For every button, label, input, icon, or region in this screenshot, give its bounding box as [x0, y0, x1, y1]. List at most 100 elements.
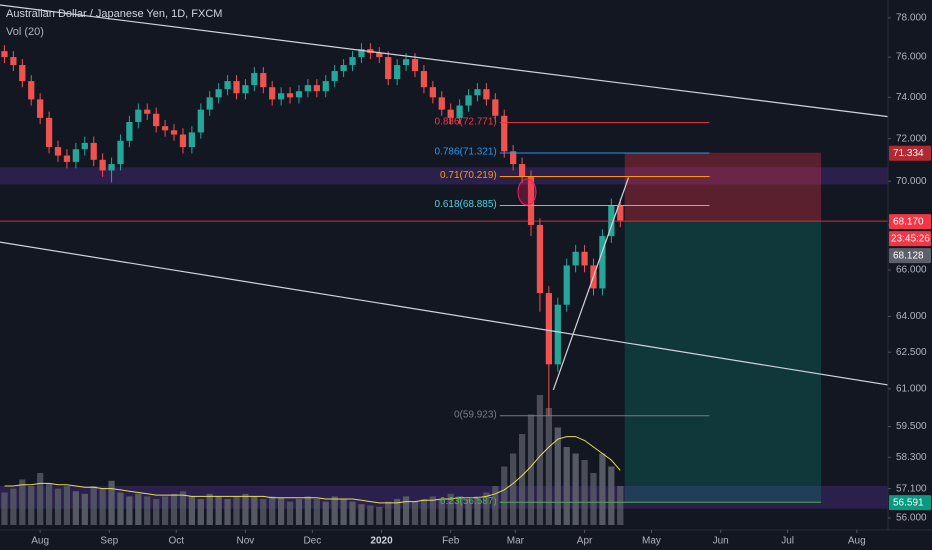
candle-body — [215, 89, 222, 98]
volume-bar — [429, 496, 436, 525]
candle-body — [1, 51, 8, 58]
volume-bar — [153, 499, 160, 525]
y-tick-label: 76.000 — [896, 52, 927, 63]
y-tick-label: 62.500 — [896, 347, 927, 358]
x-tick-label: Aug — [848, 536, 866, 547]
volume-bar — [45, 483, 53, 525]
candle-body — [331, 71, 338, 82]
candle-body — [153, 113, 160, 127]
candle-body — [170, 130, 178, 135]
fib-label: 0.71(70.219) — [440, 170, 497, 181]
candle-body — [456, 105, 463, 118]
candle-body — [358, 49, 365, 58]
volume-bar — [456, 496, 463, 525]
candle-body — [304, 85, 312, 92]
volume-bar — [349, 501, 356, 525]
candle-body — [554, 304, 561, 365]
volume-bar — [63, 486, 71, 525]
candle-body — [510, 151, 517, 165]
candle-body — [269, 87, 276, 100]
volume-bar — [411, 501, 419, 525]
volume-bar — [322, 501, 329, 525]
volume-bar — [81, 493, 88, 525]
volume-bar — [510, 453, 517, 525]
x-tick-label: Jul — [781, 536, 794, 547]
candle-body — [313, 85, 320, 92]
candle-body — [340, 65, 347, 72]
candle-body — [527, 176, 535, 225]
fib-label: 0.23(56.587) — [440, 496, 497, 507]
candle-body — [197, 109, 204, 133]
volume-bar — [590, 473, 597, 525]
volume-bar — [501, 466, 508, 525]
price-tag — [889, 145, 931, 161]
volume-bar — [563, 447, 570, 525]
countdown-tag — [889, 231, 931, 247]
fib-label: 0.618(68.885) — [434, 199, 496, 210]
volume-bar — [394, 499, 401, 525]
candle-body — [286, 93, 294, 98]
candle-body — [536, 224, 544, 294]
volume-bar — [483, 492, 490, 525]
indicator-label: Vol (20) — [6, 26, 44, 38]
candle-body — [474, 89, 481, 96]
x-tick-label: Jun — [713, 536, 729, 547]
candle-body — [465, 95, 472, 106]
candle-body — [45, 117, 53, 148]
candle-body — [161, 126, 169, 131]
price-tag-label: 68.128 — [893, 250, 924, 261]
x-tick-label: 2020 — [370, 536, 393, 547]
y-tick-label: 78.000 — [896, 13, 927, 24]
volume-bar — [28, 486, 35, 525]
volume-bar — [215, 496, 222, 525]
volume-bar — [295, 499, 303, 525]
y-tick-label: 56.000 — [896, 513, 927, 524]
candle-body — [135, 109, 142, 123]
y-tick-label: 66.000 — [896, 265, 927, 276]
volume-bar — [170, 493, 178, 525]
trendline — [552, 177, 630, 391]
position-stop — [624, 152, 822, 222]
volume-bar — [117, 492, 124, 525]
position-target — [624, 221, 822, 503]
fib-label: 0.786(71.321) — [434, 147, 496, 158]
volume-bar — [19, 479, 26, 525]
volume-bar — [340, 499, 347, 525]
volume-bar — [206, 493, 213, 525]
candle-body — [581, 251, 588, 266]
candle-body — [90, 142, 97, 160]
price-axis — [888, 0, 932, 550]
volume-bar — [572, 453, 579, 525]
volume-bar — [179, 491, 187, 525]
candle-body — [224, 81, 231, 90]
volume-bar — [135, 493, 142, 525]
trendline — [0, 241, 889, 386]
volume-bar — [224, 499, 231, 525]
candle-body — [411, 59, 419, 72]
candle-body — [126, 122, 133, 141]
volume-bar — [144, 496, 151, 525]
volume-bar — [233, 496, 240, 525]
x-tick-label: Apr — [577, 536, 593, 547]
candle-body — [563, 265, 570, 305]
y-tick-label: 61.000 — [896, 384, 927, 395]
x-tick-label: Dec — [303, 536, 321, 547]
volume-bar — [10, 488, 17, 525]
volume-bar — [527, 414, 535, 525]
volume-bar — [260, 499, 267, 525]
candle-body — [572, 251, 579, 266]
volume-bar — [37, 473, 44, 525]
y-tick-label: 74.000 — [896, 92, 927, 103]
volume-bar — [518, 434, 526, 525]
candle-body — [617, 205, 624, 221]
volume-bar — [188, 496, 196, 525]
candle-body — [72, 149, 79, 162]
candle-body — [545, 293, 552, 365]
candle-body — [394, 65, 401, 80]
candle-body — [608, 205, 615, 237]
volume-bar — [108, 480, 115, 525]
candle-body — [233, 81, 240, 94]
candle-body — [179, 134, 187, 148]
volume-bar — [286, 501, 294, 525]
